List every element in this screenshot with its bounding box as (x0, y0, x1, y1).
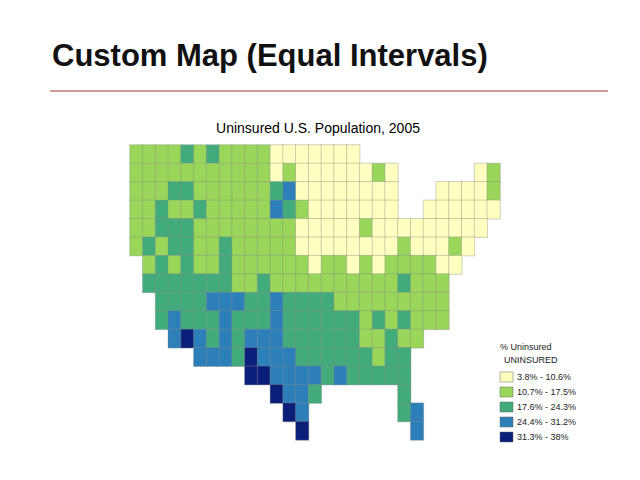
svg-text:Uninsured U.S. Population, 200: Uninsured U.S. Population, 2005 (216, 120, 420, 136)
svg-text:UNINSURED: UNINSURED (504, 355, 558, 365)
svg-text:% Uninsured: % Uninsured (500, 342, 552, 352)
svg-text:Custom Map (Equal Intervals): Custom Map (Equal Intervals) (52, 38, 488, 73)
svg-text:17.6% - 24.3%: 17.6% - 24.3% (517, 402, 576, 412)
svg-text:24.4% - 31.2%: 24.4% - 31.2% (517, 417, 576, 427)
svg-text:31.3% - 38%: 31.3% - 38% (517, 432, 569, 442)
svg-text:3.8% - 10.6%: 3.8% - 10.6% (517, 372, 571, 382)
svg-text:10.7% - 17.5%: 10.7% - 17.5% (517, 387, 576, 397)
